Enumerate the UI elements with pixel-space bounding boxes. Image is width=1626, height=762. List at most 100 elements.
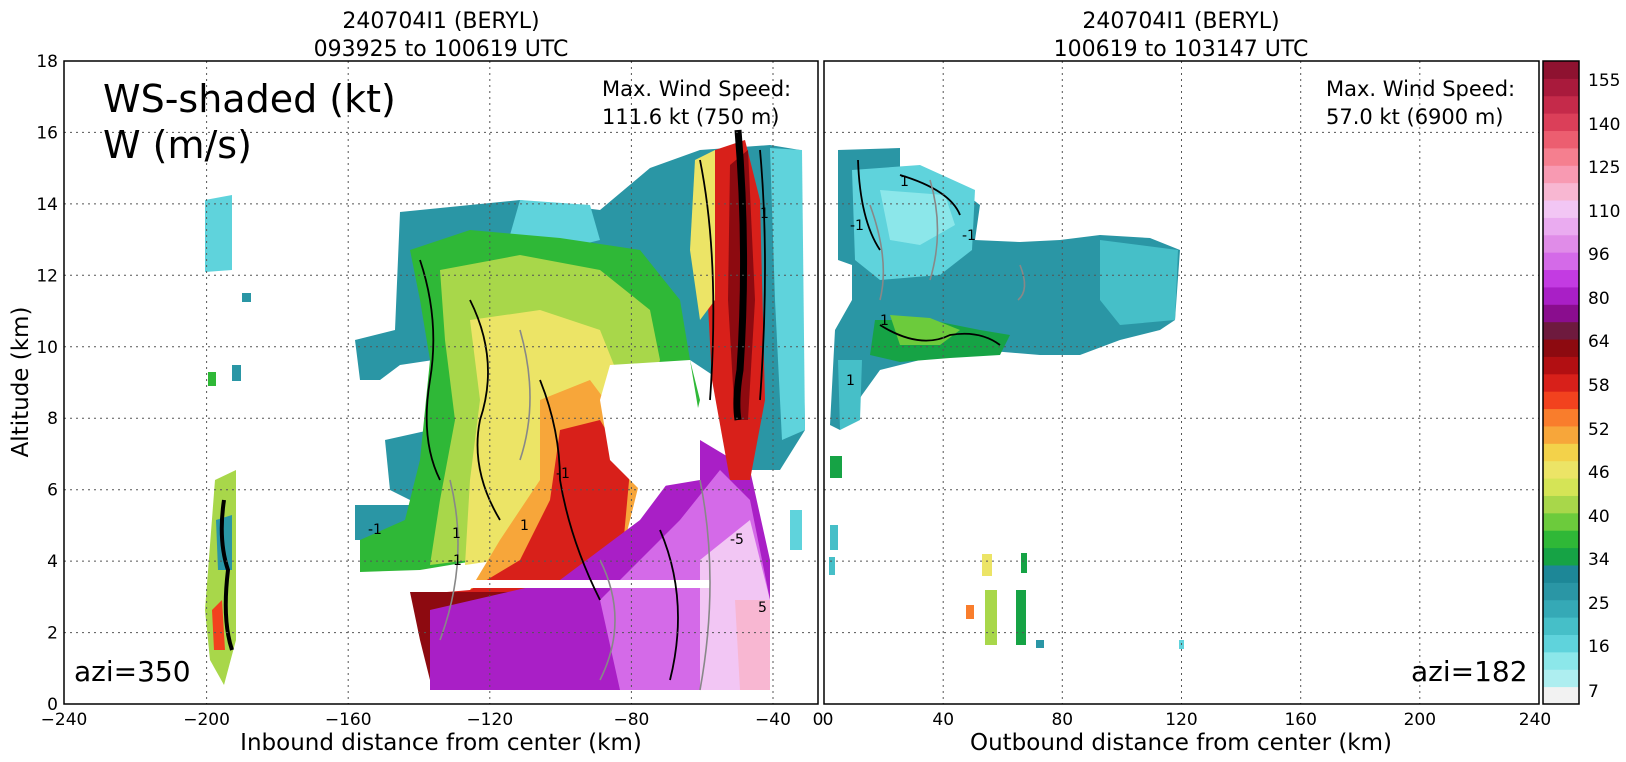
left-contour-label: 1 [760, 206, 769, 222]
colorbar-swatch [1543, 217, 1579, 236]
left-title-line1: 240704I1 (BERYL) [342, 9, 539, 34]
right-title-line2: 100619 to 103147 UTC [1054, 37, 1309, 62]
colorbar-swatch [1543, 599, 1579, 618]
y-tick: 14 [36, 195, 58, 215]
colorbar-tick: 110 [1588, 202, 1620, 222]
right-x-axis-label: Outbound distance from center (km) [970, 730, 1392, 756]
left-contour-label: -1 [448, 553, 462, 569]
left-speck-1 [242, 293, 251, 302]
right-max-wind-value: 57.0 kt (6900 m) [1326, 105, 1503, 129]
colorbar-swatch [1543, 530, 1579, 549]
colorbar-swatch [1543, 634, 1579, 653]
left-contour-label: 1 [452, 526, 461, 542]
right-contour-label: -1 [962, 228, 976, 244]
y-tick: 12 [36, 266, 58, 286]
colorbar-swatch [1543, 321, 1579, 340]
y-tick: 16 [36, 123, 58, 143]
right-grid [824, 61, 1539, 704]
left-plot-frame [63, 60, 819, 705]
right-contour-label: 1 [900, 174, 909, 190]
right-cell-4 [1016, 590, 1026, 645]
colorbar-swatch [1543, 686, 1579, 705]
left-x-tick: −120 [466, 710, 513, 730]
left-contour-labels: -1 1 -1 1 5 -5 -1 1 [368, 206, 769, 616]
right-cell-3 [966, 605, 974, 619]
colorbar-ticks: 7 16 25 34 40 46 52 58 64 80 96 110 125 … [1588, 71, 1620, 702]
colorbar-tick: 25 [1588, 594, 1610, 614]
left-gray-contours [439, 329, 711, 691]
left-eyewall-yellow [690, 150, 715, 320]
left-y-ticks: 0 2 4 6 8 10 12 14 16 18 [36, 52, 58, 715]
colorbar: 7 16 25 34 40 46 52 58 64 80 96 110 125 … [1542, 60, 1620, 705]
right-w-contours [857, 159, 1001, 346]
colorbar-swatch [1543, 339, 1579, 357]
left-plot-area [64, 61, 818, 704]
ws-shaded-label: WS-shaded (kt) [103, 77, 396, 121]
colorbar-swatch [1543, 582, 1579, 601]
colorbar-swatch [1543, 200, 1579, 218]
left-column-red [212, 600, 225, 650]
right-azimuth-label: azi=182 [1411, 655, 1528, 688]
left-x-tick: −160 [325, 710, 372, 730]
colorbar-tick: 46 [1588, 463, 1610, 483]
right-x-tick: 160 [1284, 710, 1316, 730]
colorbar-tick: 16 [1588, 637, 1610, 657]
colorbar-tick: 52 [1588, 420, 1610, 440]
y-axis-label: Altitude (km) [8, 307, 34, 458]
colorbar-frame [1542, 60, 1580, 705]
left-contour-label: 5 [758, 600, 767, 616]
right-max-wind-label: Max. Wind Speed: [1326, 77, 1515, 101]
left-contour-label: -5 [730, 532, 744, 548]
left-speck-2 [208, 372, 216, 386]
colorbar-swatch [1543, 478, 1579, 496]
colorbar-swatch [1543, 78, 1579, 97]
colorbar-swatch [1543, 165, 1579, 184]
colorbar-tick: 64 [1588, 332, 1610, 352]
left-x-tick: −240 [41, 710, 88, 730]
left-grid [64, 61, 818, 704]
right-x-tick: 120 [1165, 710, 1197, 730]
left-lightpink-region [735, 600, 770, 690]
y-tick: 6 [47, 481, 58, 501]
colorbar-tick: 7 [1588, 682, 1599, 702]
colorbar-swatch [1543, 495, 1579, 514]
colorbar-swatch [1543, 669, 1579, 688]
y-tick: 4 [47, 552, 58, 572]
right-plot-frame [823, 60, 1540, 705]
colorbar-swatches [1543, 61, 1579, 705]
colorbar-tick: 140 [1588, 115, 1620, 135]
y-tick: 10 [36, 338, 58, 358]
right-cell-10 [829, 557, 835, 575]
colorbar-swatch [1543, 130, 1579, 149]
left-gap-strip [400, 580, 710, 588]
left-x-tick: −200 [183, 710, 230, 730]
left-x-ticks: −240 −200 −160 −120 −80 −40 0 [41, 710, 824, 730]
colorbar-tick: 125 [1588, 158, 1620, 178]
left-anvil-right-cyan [770, 148, 805, 440]
right-contour-label: -1 [850, 218, 864, 234]
colorbar-swatch [1543, 113, 1579, 132]
colorbar-swatch [1543, 425, 1579, 444]
colorbar-swatch [1543, 512, 1579, 531]
left-x-tick: −40 [755, 710, 791, 730]
right-lower-anvil [838, 360, 862, 430]
right-anvil-lightcyan [880, 190, 955, 245]
colorbar-swatch [1543, 391, 1579, 410]
right-anvil-east-cyan [1100, 240, 1178, 325]
colorbar-swatch [1543, 651, 1579, 670]
left-max-wind-label: Max. Wind Speed: [602, 77, 791, 101]
right-x-tick: 0 [823, 710, 834, 730]
colorbar-swatch [1543, 286, 1579, 305]
colorbar-swatch [1543, 95, 1579, 114]
colorbar-swatch [1543, 269, 1579, 288]
colorbar-tick: 155 [1588, 71, 1620, 91]
colorbar-tick: 96 [1588, 245, 1610, 265]
colorbar-swatch [1543, 356, 1579, 375]
left-title-line2: 093925 to 100619 UTC [314, 37, 569, 62]
colorbar-swatch [1543, 234, 1579, 253]
colorbar-swatch [1543, 252, 1579, 271]
right-x-tick: 80 [1051, 710, 1073, 730]
left-azimuth-label: azi=350 [74, 655, 191, 688]
right-cell-9 [830, 525, 838, 550]
left-contour-label: 1 [520, 518, 529, 534]
